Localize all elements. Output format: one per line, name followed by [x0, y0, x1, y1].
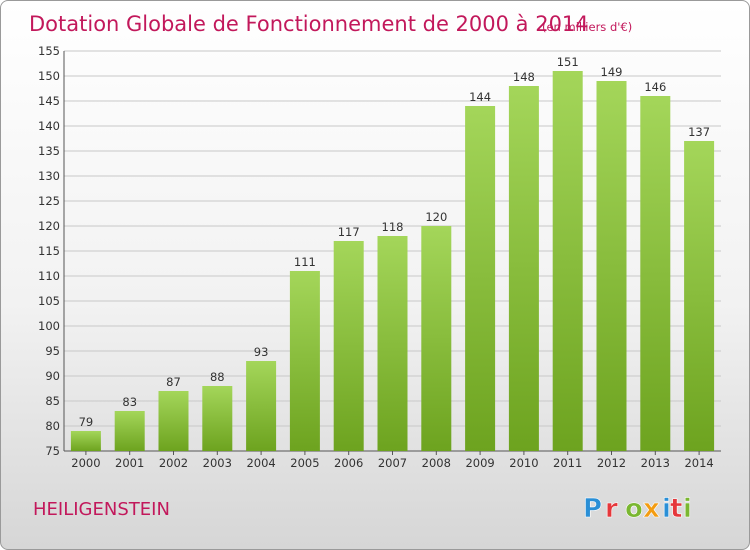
x-tick-label: 2002 [159, 456, 188, 470]
bar [377, 236, 408, 451]
logo-letter: t [670, 494, 682, 524]
bar-value-label: 118 [382, 220, 404, 234]
chart-subtitle: (en milliers d'€) [542, 20, 632, 34]
bar-value-label: 88 [210, 370, 225, 384]
x-tick-label: 2005 [290, 456, 319, 470]
x-tick-label: 2004 [246, 456, 275, 470]
y-tick-label: 150 [38, 69, 60, 83]
x-tick-label: 2006 [334, 456, 363, 470]
bar-value-label: 151 [557, 55, 579, 69]
chart-title: Dotation Globale de Fonctionnement de 20… [29, 12, 589, 36]
y-tick-label: 100 [38, 319, 60, 333]
x-tick-label: 2014 [684, 456, 713, 470]
bar-value-label: 144 [469, 90, 491, 104]
bar [114, 411, 145, 451]
bar-value-label: 87 [166, 375, 181, 389]
bar [158, 391, 189, 451]
logo-letter: r [605, 494, 618, 524]
y-tick-labels: 75 80 85 90 95 100 105 110 115 120 125 130 135 140 145… [38, 44, 60, 458]
y-tick-label: 115 [38, 244, 60, 258]
data-labels: 79 83 87 88 93 111 117 118 120 144 148 151 149 146 137 [79, 55, 710, 429]
bar [333, 241, 364, 451]
x-tick-label: 2012 [597, 456, 626, 470]
x-tick-label: 2010 [509, 456, 538, 470]
x-tick-label: 2011 [553, 456, 582, 470]
logo-letter: x [643, 494, 660, 524]
commune-name: HEILIGENSTEIN [33, 499, 170, 520]
bar-value-label: 137 [688, 125, 710, 139]
y-tick-label: 75 [45, 444, 60, 458]
bar [684, 141, 715, 451]
bar-value-label: 148 [513, 70, 535, 84]
y-tick-label: 105 [38, 294, 60, 308]
y-tick-label: 125 [38, 194, 60, 208]
y-tick-label: 80 [45, 419, 60, 433]
x-tick-label: 2001 [115, 456, 144, 470]
x-tick-labels: 2000 2001 2002 2003 2004 2005 2006 2007 2008 2009… [71, 451, 714, 470]
bar-value-label: 83 [122, 395, 137, 409]
bar-value-label: 117 [338, 225, 360, 239]
y-tick-label: 95 [45, 344, 60, 358]
x-tick-label: 2003 [203, 456, 232, 470]
y-tick-label: 145 [38, 94, 60, 108]
bar [508, 86, 539, 451]
bar [246, 361, 277, 451]
bar [421, 226, 452, 451]
logo-letter: o [625, 494, 643, 524]
x-tick-label: 2007 [378, 456, 407, 470]
bar [552, 71, 583, 451]
bar-value-label: 79 [79, 415, 94, 429]
x-tick-label: 2008 [422, 456, 451, 470]
bar-value-label: 111 [294, 255, 316, 269]
x-tick-label: 2013 [641, 456, 670, 470]
logo-letter: i [683, 494, 692, 524]
bars [70, 71, 715, 451]
bar [202, 386, 233, 451]
x-tick-label: 2009 [465, 456, 494, 470]
y-tick-label: 130 [38, 169, 60, 183]
y-tick-label: 120 [38, 219, 60, 233]
y-tick-label: 155 [38, 44, 60, 58]
bar-value-label: 149 [601, 65, 623, 79]
y-tick-label: 90 [45, 369, 60, 383]
bar [289, 271, 320, 451]
y-tick-label: 135 [38, 144, 60, 158]
bar [465, 106, 496, 451]
bar-value-label: 146 [644, 80, 666, 94]
bar-value-label: 120 [425, 210, 447, 224]
bar [640, 96, 671, 451]
y-tick-label: 110 [38, 269, 60, 283]
bar [70, 431, 101, 451]
y-tick-label: 140 [38, 119, 60, 133]
logo-letter: P [583, 494, 602, 524]
y-tick-label: 85 [45, 394, 60, 408]
x-tick-label: 2000 [71, 456, 100, 470]
bar-value-label: 93 [254, 345, 269, 359]
bar [596, 81, 627, 451]
logo-letter: i [662, 494, 671, 524]
